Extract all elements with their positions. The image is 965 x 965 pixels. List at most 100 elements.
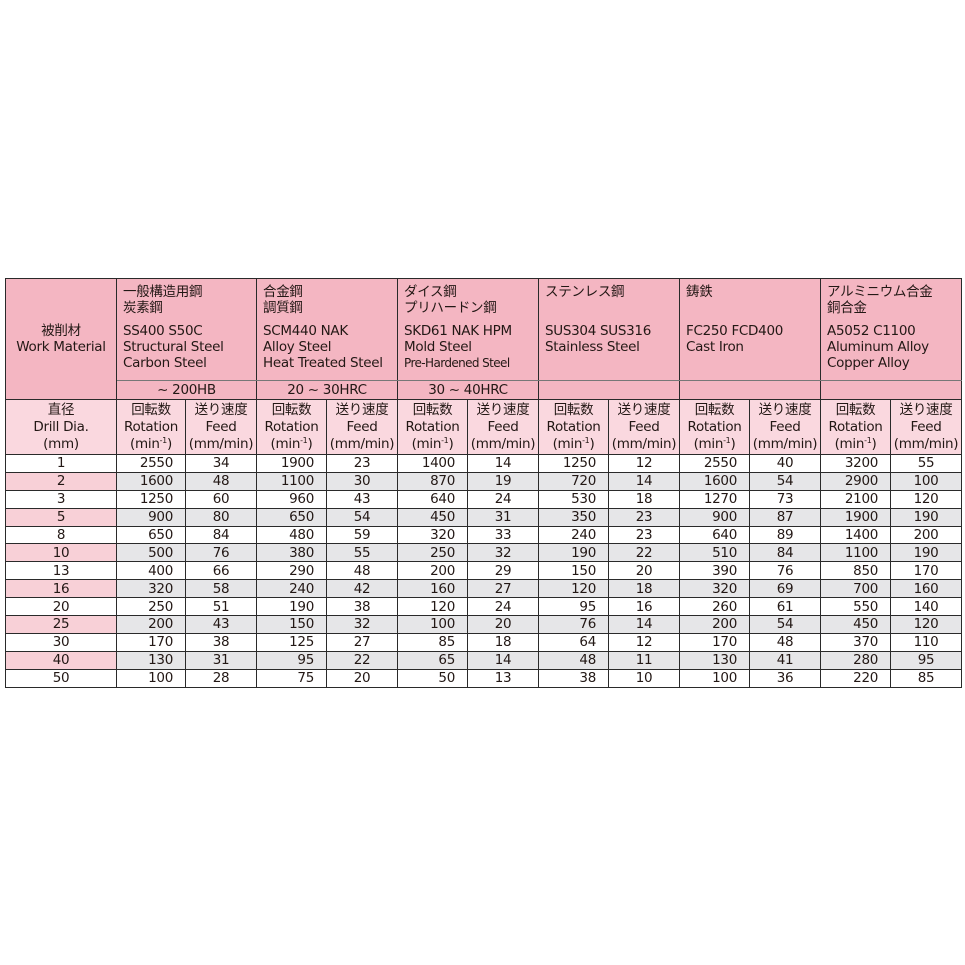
- table-row: 40 130 31 95 22 65 14 48 11 130 41 280 95: [5, 650, 963, 670]
- feed-cell: 200: [890, 525, 963, 545]
- rotation-cell: 650: [116, 525, 186, 545]
- feed-cell: 38: [185, 632, 257, 652]
- feed-cell: 14: [608, 471, 681, 491]
- rotation-jp: 回転数: [131, 401, 171, 418]
- drill-dia-header: 直径 Drill Dia. (mm): [5, 399, 117, 455]
- feed-cell: 100: [890, 471, 963, 491]
- feed-cell: 34: [185, 454, 257, 473]
- rotation-cell: 220: [820, 668, 892, 688]
- feed-en: Feed: [910, 418, 942, 435]
- work-material-jp: 被削材: [41, 323, 81, 339]
- rotation-cell: 550: [820, 597, 892, 617]
- drill-dia-cell: 30: [5, 632, 117, 652]
- feed-cell: 18: [608, 579, 681, 599]
- rotation-unit-text: (min: [552, 435, 583, 452]
- feed-cell: 12: [608, 454, 681, 473]
- rotation-cell: 380: [256, 543, 327, 563]
- rotation-cell: 240: [538, 525, 610, 545]
- drill-dia-cell: 13: [5, 561, 117, 581]
- rotation-cell: 240: [256, 579, 327, 599]
- hardness: ~ 200HB: [116, 380, 257, 400]
- material-header: ダイス鋼 プリハードン鋼 SKD61 NAK HPM Mold Steel Pre-Ha…: [397, 278, 540, 381]
- feed-cell: 120: [890, 489, 963, 509]
- feed-cell: 31: [467, 507, 540, 527]
- rotation-cell: 450: [820, 615, 892, 634]
- material-jp-line: ステンレス鋼: [545, 284, 625, 300]
- rotation-cell: 1400: [820, 525, 892, 545]
- rotation-cell: 450: [397, 507, 469, 527]
- material-en-line: Copper Alloy: [827, 355, 910, 371]
- feed-cell: 30: [325, 471, 399, 491]
- feed-en: Feed: [205, 418, 237, 435]
- drill-dia-jp: 直径: [47, 401, 75, 418]
- feed-cell: 20: [608, 561, 681, 581]
- drill-dia-cell: 10: [5, 543, 117, 563]
- rotation-header: 回転数 Rotation (min-1): [820, 399, 892, 455]
- rotation-cell: 480: [256, 525, 327, 545]
- drill-dia-unit: (mm): [43, 435, 79, 452]
- rotation-cell: 1900: [256, 454, 327, 473]
- table-row: 25 200 43 150 32 100 20 76 14 200 54 450 120: [5, 615, 963, 634]
- feed-cell: 190: [890, 507, 963, 527]
- feed-unit: (mm/min): [329, 435, 395, 452]
- material-jp-line: 合金鋼: [263, 284, 303, 300]
- rotation-cell: 100: [679, 668, 751, 688]
- table-row: 20 250 51 190 38 120 24 95 16 260 61 550 140: [5, 597, 963, 617]
- feed-header: 送り速度 Feed (mm/min): [608, 399, 681, 455]
- rotation-unit-close: ): [871, 435, 877, 452]
- feed-cell: 40: [749, 454, 822, 473]
- rotation-cell: 85: [397, 632, 469, 652]
- drill-dia-en: Drill Dia.: [33, 418, 89, 435]
- table-row: 8 650 84 480 59 320 33 240 23 640 89 1400 200: [5, 525, 963, 545]
- rotation-cell: 48: [538, 650, 610, 670]
- feed-cell: 120: [890, 615, 963, 634]
- feed-unit: (mm/min): [470, 435, 536, 452]
- material-header: 一般構造用鋼 炭素鋼 SS400 S50C Structural Steel Carbo…: [116, 278, 257, 381]
- rotation-cell: 640: [397, 489, 469, 509]
- rotation-jp: 回転数: [412, 401, 453, 418]
- rotation-unit: (min-1): [257, 436, 326, 453]
- rotation-jp: 回転数: [271, 401, 312, 418]
- feed-cell: 24: [467, 489, 540, 509]
- material-header: 鋳鉄 FC250 FCD400 Cast Iron: [679, 278, 822, 381]
- drill-dia-cell: 2: [5, 471, 117, 491]
- rotation-unit-exp: -1: [864, 435, 872, 445]
- feed-cell: 18: [467, 632, 540, 652]
- material-en-line: Carbon Steel: [123, 355, 207, 371]
- feed-cell: 76: [185, 543, 257, 563]
- rotation-cell: 280: [820, 650, 892, 670]
- feed-cell: 54: [749, 471, 822, 491]
- material-en-line: Mold Steel: [404, 339, 472, 355]
- rotation-unit-exp: -1: [159, 435, 168, 445]
- feed-cell: 170: [890, 561, 963, 581]
- feed-cell: 33: [467, 525, 540, 545]
- rotation-unit-exp: -1: [441, 435, 449, 445]
- material-en-line: Cast Iron: [686, 339, 744, 355]
- feed-cell: 140: [890, 597, 963, 617]
- feed-cell: 58: [185, 579, 257, 599]
- rotation-cell: 76: [538, 615, 610, 634]
- feed-cell: 36: [749, 668, 822, 688]
- rotation-unit: (min-1): [821, 436, 890, 453]
- rotation-cell: 510: [679, 543, 751, 563]
- material-jp: ステンレス鋼: [545, 284, 674, 300]
- feed-cell: 13: [467, 668, 540, 688]
- feed-cell: 51: [185, 597, 257, 617]
- rotation-cell: 320: [679, 579, 751, 599]
- feed-cell: 110: [890, 632, 963, 652]
- rotation-cell: 250: [397, 543, 469, 563]
- rotation-cell: 150: [538, 561, 610, 581]
- rotation-cell: 64: [538, 632, 610, 652]
- rotation-unit-text: (min: [130, 435, 160, 452]
- material-jp-line: アルミニウム合金: [827, 284, 933, 300]
- feed-cell: 11: [608, 650, 681, 670]
- drill-dia-cell: 40: [5, 650, 117, 670]
- feed-cell: 84: [749, 543, 822, 563]
- feed-cell: 41: [749, 650, 822, 670]
- feed-cell: 59: [325, 525, 399, 545]
- feed-jp: 送り速度: [899, 401, 953, 418]
- feed-cell: 23: [325, 454, 399, 473]
- rotation-header: 回転数 Rotation (min-1): [256, 399, 327, 455]
- feed-unit: (mm/min): [752, 435, 818, 452]
- table-row: 2 1600 48 1100 30 870 19 720 14 1600 54 2900 100: [5, 471, 963, 491]
